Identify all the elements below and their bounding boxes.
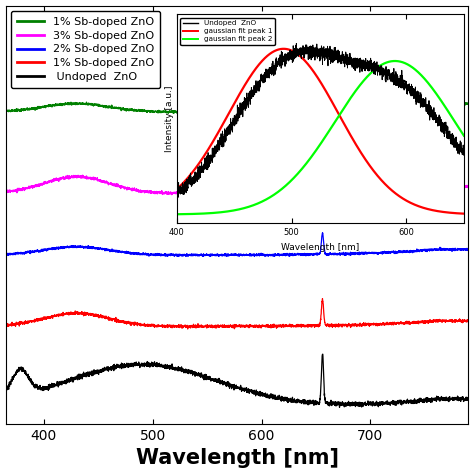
Legend: 1% Sb-doped ZnO, 3% Sb-doped ZnO, 2% Sb-doped ZnO, 1% Sb-doped ZnO,  Undoped  Zn: 1% Sb-doped ZnO, 3% Sb-doped ZnO, 2% Sb-… xyxy=(11,11,160,88)
X-axis label: Wavelength [nm]: Wavelength [nm] xyxy=(136,448,338,468)
